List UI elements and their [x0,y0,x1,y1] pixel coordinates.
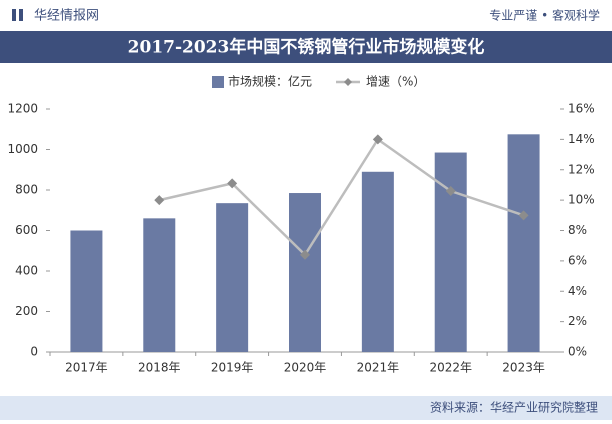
x-tick-label: 2019年 [211,361,254,375]
y-tick-label: 1200 [7,102,38,116]
y-tick-label: 1000 [7,142,38,156]
logo-mark [19,9,23,21]
legend-swatch [212,76,224,88]
y2-tick-label: 8% [568,223,587,237]
point [300,249,310,260]
point [372,134,383,145]
footer-band [0,396,612,420]
bar [289,193,321,352]
y-tick-label: 400 [15,264,38,278]
source: 资料来源：华经产业研究院整理 [430,400,598,415]
y2-tick-label: 12% [568,162,595,176]
legend-label: 市场规模：亿元 [228,74,312,89]
point [445,186,456,197]
y2-tick-label: 10% [568,193,595,207]
bar [361,171,394,352]
point [227,178,238,189]
bar [507,134,540,352]
y2-tick-label: 14% [568,132,595,146]
y-tick-label: 0 [30,345,38,359]
x-tick-label: 2021年 [357,361,400,375]
x-tick-label: 2022年 [429,361,472,375]
line [159,137,524,257]
bar [70,230,103,352]
legend-swatch [344,78,352,86]
y-tick-label: 200 [15,304,38,318]
brand: 华经情报网 [34,9,99,24]
y2-tick-label: 6% [568,253,587,267]
x-tick-label: 2017年 [65,361,108,375]
bar [216,203,249,352]
bar [143,218,176,352]
x-tick-label: 2020年 [284,361,327,375]
y2-tick-label: 4% [568,284,587,298]
y2-tick-label: 0% [568,345,587,359]
y2-tick-label: 2% [568,314,587,328]
legend-label: 增速（%） [366,75,425,89]
y-tick-label: 600 [15,223,38,237]
y-tick-label: 800 [15,183,38,197]
bar [434,152,467,352]
slogan: 专业严谨 • 客观科学 [489,8,600,23]
logo-mark [12,9,16,21]
chart-title: 2017-2023年中国不锈钢管行业市场规模变化 [128,37,485,58]
point [518,210,529,221]
x-tick-label: 2023年 [502,361,545,375]
title-band [0,31,612,63]
point [154,195,165,206]
x-tick-label: 2018年 [138,361,181,375]
y2-tick-label: 16% [568,102,595,116]
